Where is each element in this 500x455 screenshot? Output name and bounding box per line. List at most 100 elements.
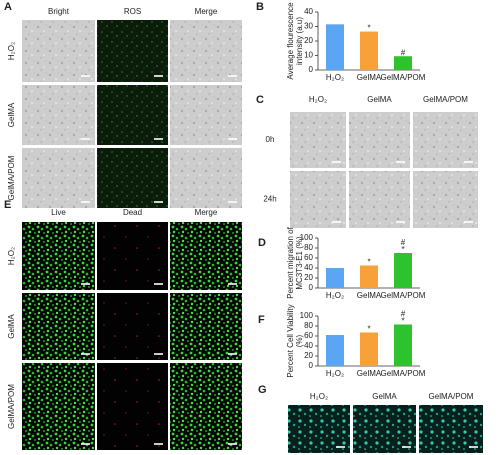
column-header: ROS (124, 7, 141, 16)
y-tick-label: 10 (304, 51, 313, 60)
y-tick-label: 40 (304, 263, 313, 272)
significance-marker: # (401, 48, 406, 57)
significance-marker: # (401, 310, 406, 319)
micrograph (97, 85, 168, 145)
bar (326, 335, 344, 366)
y-tick-label: 0 (309, 283, 314, 292)
bar (326, 24, 344, 70)
panel-letter: G (258, 384, 267, 396)
column-header: Merge (195, 7, 218, 16)
y-axis-label: Average flourescence (286, 2, 295, 80)
significance-marker: * (401, 245, 404, 254)
panel-letter: E (4, 199, 11, 211)
y-axis-label: MC3T3-E1 (%) (295, 236, 304, 290)
micrograph (97, 222, 168, 290)
micrograph (22, 222, 95, 290)
column-header: Bright (48, 7, 70, 16)
row-label: GelMA/POM (7, 155, 16, 200)
significance-marker: * (401, 317, 404, 326)
column-header: GelMA/POM (423, 95, 468, 104)
row-label: 0h (266, 135, 275, 144)
y-axis-label: (%) (295, 334, 304, 347)
micrograph (170, 20, 242, 82)
micrograph (22, 148, 95, 208)
y-tick-label: 80 (304, 243, 313, 252)
y-tick-label: 80 (304, 321, 313, 330)
y-tick-label: 0 (309, 65, 314, 74)
panel-letter: D (258, 237, 266, 249)
bar (360, 265, 378, 288)
x-tick-label: GelMA (357, 73, 382, 82)
micrograph (170, 363, 242, 450)
column-header: H₂O₂ (309, 95, 327, 104)
row-label: 24h (263, 195, 276, 204)
x-tick-label: H₂O₂ (326, 73, 344, 82)
panel-letter: A (4, 1, 12, 13)
x-tick-label: GelMA/POM (381, 291, 426, 300)
micrograph (288, 405, 350, 453)
row-label: GelMA (7, 102, 16, 127)
x-tick-label: GelMA/POM (381, 73, 426, 82)
micrograph (419, 405, 483, 453)
column-header: GelMA (367, 95, 392, 104)
micrograph (97, 363, 168, 450)
row-label: H₂O₂ (7, 42, 16, 60)
significance-marker: * (367, 258, 370, 267)
y-tick-label: 30 (304, 22, 313, 31)
micrograph (353, 405, 416, 453)
micrograph (97, 293, 168, 360)
panel-letter: F (258, 314, 265, 326)
bar (360, 31, 378, 70)
column-header: Dead (123, 208, 142, 217)
micrograph (22, 363, 95, 450)
micrograph (413, 171, 478, 228)
x-tick-label: H₂O₂ (326, 291, 344, 300)
micrograph (97, 20, 168, 82)
y-tick-label: 20 (304, 351, 313, 360)
y-tick-label: 60 (304, 253, 313, 262)
significance-marker: # (401, 238, 406, 247)
bar (394, 324, 412, 366)
y-tick-label: 40 (304, 341, 313, 350)
micrograph (170, 222, 242, 290)
x-tick-label: GelMA (357, 369, 382, 378)
y-tick-label: 100 (300, 233, 314, 242)
x-tick-label: H₂O₂ (326, 369, 344, 378)
micrograph (22, 20, 95, 82)
y-tick-label: 60 (304, 331, 313, 340)
row-label: GelMA/POM (7, 384, 16, 429)
micrograph (413, 112, 478, 168)
panel-letter: B (256, 1, 264, 13)
micrograph (290, 112, 346, 168)
x-tick-label: GelMA/POM (381, 369, 426, 378)
bar (394, 56, 412, 70)
column-header: H₂O₂ (310, 392, 328, 401)
bar (394, 253, 412, 288)
micrograph (290, 171, 346, 228)
significance-marker: * (367, 24, 370, 33)
column-header: Merge (195, 208, 218, 217)
y-axis-label: Percent Cell Viability (286, 304, 295, 377)
y-tick-label: 20 (304, 273, 313, 282)
y-axis-label: intensity (a.u) (295, 17, 304, 65)
y-tick-label: 20 (304, 36, 313, 45)
micrograph (349, 112, 410, 168)
column-header: Live (51, 208, 66, 217)
y-axis-label: Percent migration of (286, 226, 295, 298)
micrograph (22, 85, 95, 145)
micrograph (170, 85, 242, 145)
bar (326, 268, 344, 288)
micrograph (170, 293, 242, 360)
y-tick-label: 0 (309, 361, 314, 370)
significance-marker: * (367, 325, 370, 334)
y-tick-label: 40 (304, 7, 313, 16)
panel-letter: C (256, 94, 264, 106)
micrograph (349, 171, 410, 228)
column-header: GelMA (372, 392, 397, 401)
column-header: GelMA/POM (429, 392, 474, 401)
x-tick-label: GelMA (357, 291, 382, 300)
bar (360, 332, 378, 366)
micrograph (22, 293, 95, 360)
